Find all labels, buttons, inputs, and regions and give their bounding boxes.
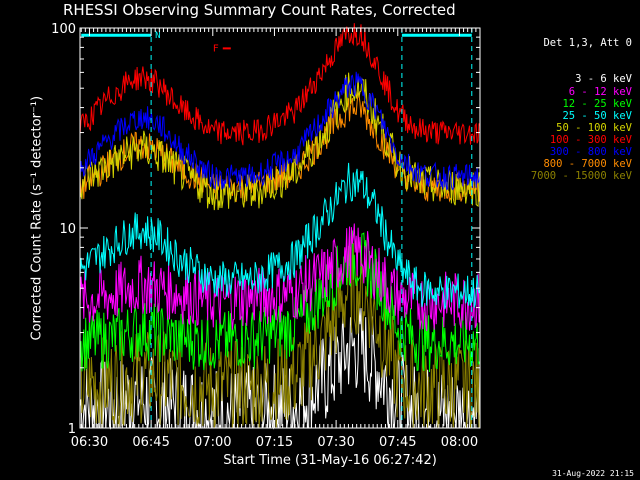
x-axis-label: Start Time (31-May-16 06:27:42) <box>223 453 437 468</box>
series-line-1 <box>79 223 481 332</box>
state-bar-label-0: N <box>155 31 160 41</box>
series-line-2 <box>79 230 481 373</box>
legend-item-4: 50 - 100 keV <box>556 121 632 134</box>
chart-title: RHESSI Observing Summary Count Rates, Co… <box>63 1 456 19</box>
x-tick-label-5: 07:45 <box>379 435 416 450</box>
legend-item-5: 100 - 300 keV <box>549 133 632 146</box>
x-tick-label-1: 06:45 <box>132 435 169 450</box>
flare-marker-label: F <box>213 43 219 54</box>
y-tick-label-0: 1 <box>68 422 76 437</box>
generation-timestamp: 31-Aug-2022 21:15 <box>552 469 634 478</box>
series-line-3 <box>79 162 481 310</box>
legend-item-3: 25 - 50 keV <box>562 109 632 122</box>
legend-items: 3 - 6 keV 6 - 12 keV 12 - 25 keV 25 - 50 ke… <box>531 73 632 182</box>
x-tick-label-0: 06:30 <box>71 435 108 450</box>
legend-item-8: 7000 - 15000 keV <box>530 170 632 183</box>
legend-header: Det 1,3, Att 0 <box>543 37 632 50</box>
x-tick-label-6: 08:00 <box>441 435 478 450</box>
series-line-6 <box>79 71 481 191</box>
x-tick-label-4: 07:30 <box>317 435 354 450</box>
y-tick-label-2: 100 <box>51 22 76 37</box>
x-tick-label-3: 07:15 <box>256 435 293 450</box>
legend-item-2: 12 - 25 keV <box>562 97 632 110</box>
x-tick-label-2: 07:00 <box>194 435 231 450</box>
legend-item-6: 300 - 800 keV <box>549 146 632 159</box>
series-line-5 <box>79 23 481 146</box>
y-axis-label: Corrected Count Rate (s⁻¹ detector⁻¹) <box>29 95 45 341</box>
y-tick-label-1: 10 <box>59 222 76 237</box>
legend-item-7: 800 - 7000 keV <box>543 158 632 171</box>
legend-item-0: 3 - 6 keV <box>575 73 632 86</box>
legend-item-1: 6 - 12 keV <box>568 85 632 98</box>
legend: Det 1,3, Att 0 3 - 6 keV 6 - 12 keV 12 - 2… <box>531 13 632 194</box>
